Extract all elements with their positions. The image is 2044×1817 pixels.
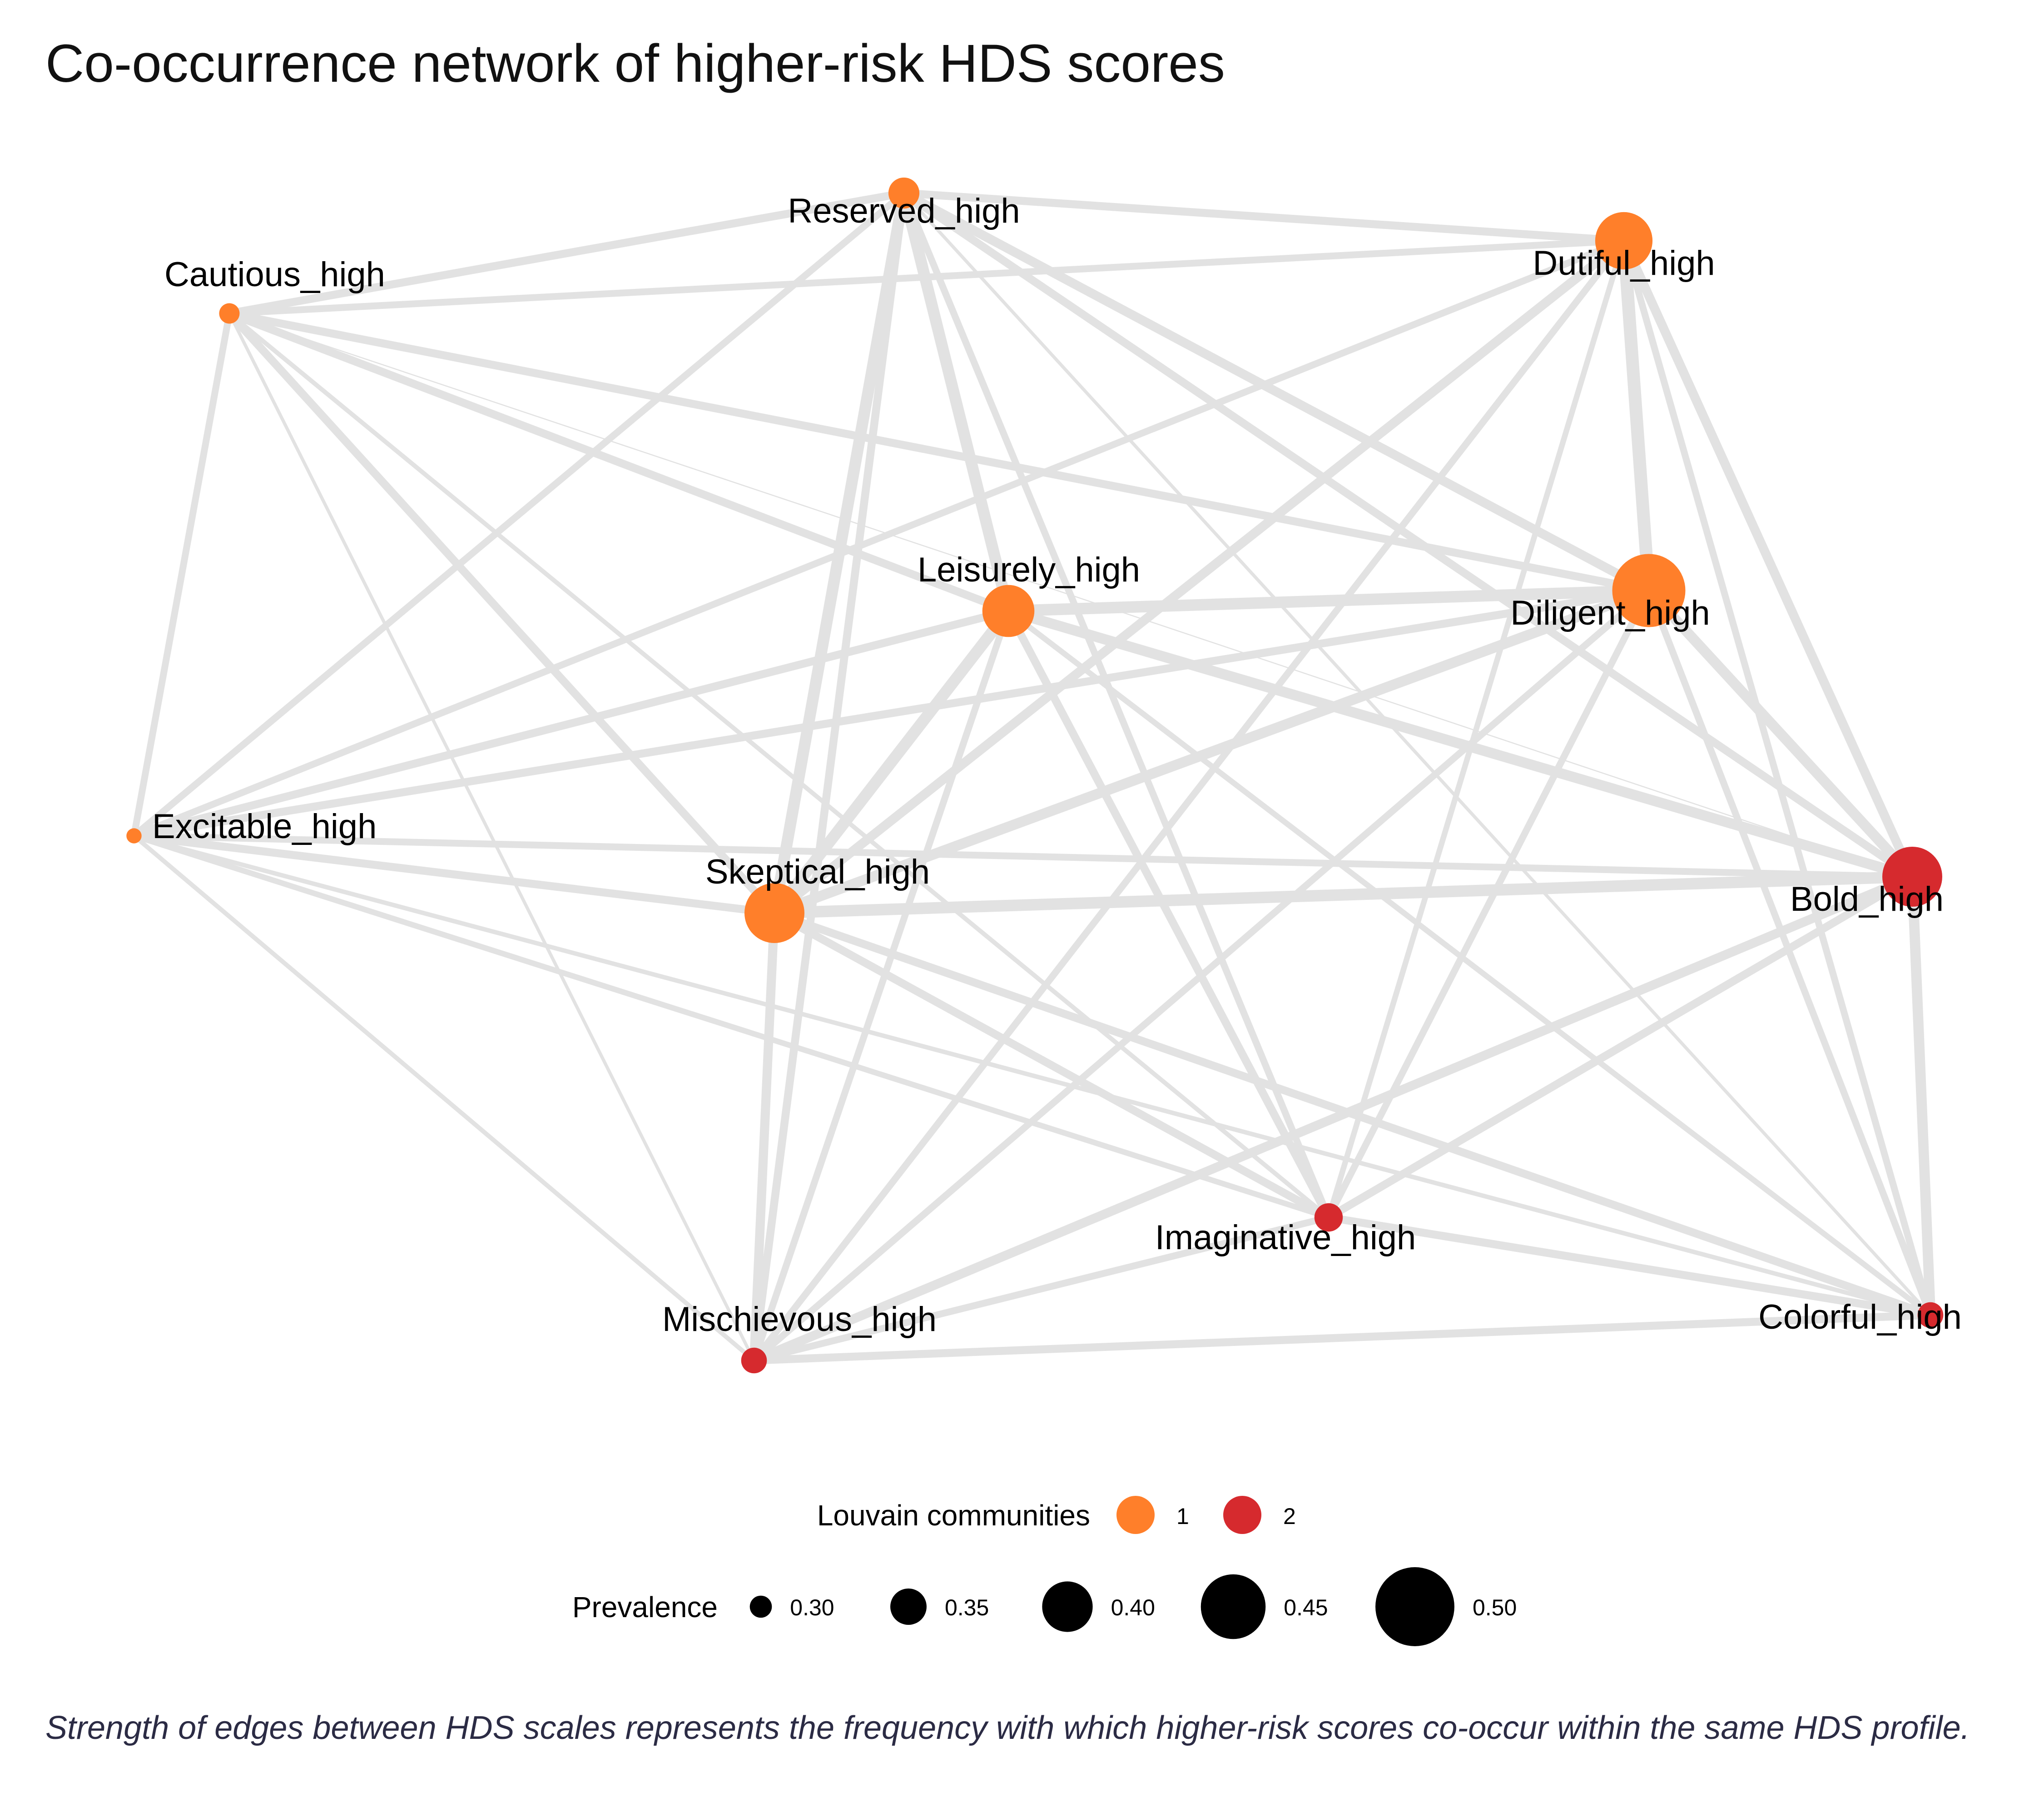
edge-Diligent_high-Imaginative_high	[1325, 587, 1652, 1221]
edge-Leisurely_high-Colorful_high	[1005, 608, 1934, 1318]
edge-Excitable_high-Skeptical_high	[130, 832, 779, 917]
legend-prevalence-label-0.45: 0.45	[1284, 1595, 1328, 1620]
edge-Leisurely_high-Imaginative_high	[1004, 607, 1333, 1221]
edge-Skeptical_high-Imaginative_high	[770, 909, 1333, 1221]
edge-Reserved_high-Cautious_high	[225, 189, 908, 318]
edge-Imaginative_high-Colorful_high	[1325, 1213, 1935, 1319]
node-label-Skeptical_high: Skeptical_high	[705, 853, 930, 891]
edge-Cautious_high-Skeptical_high	[225, 309, 779, 917]
edge-Reserved_high-Diligent_high	[899, 188, 1654, 596]
legend-prevalence-key-0.35	[890, 1589, 927, 1625]
node-label-Diligent_high: Diligent_high	[1510, 594, 1710, 632]
node-layer	[126, 177, 1944, 1374]
chart-caption: Strength of edges between HDS scales rep…	[45, 1710, 1970, 1746]
edge-Reserved_high-Imaginative_high	[900, 189, 1332, 1221]
edge-Diligent_high-Excitable_high	[130, 586, 1653, 840]
node-label-Dutiful_high: Dutiful_high	[1533, 244, 1715, 283]
node-label-Excitable_high: Excitable_high	[152, 807, 377, 846]
node-Diligent_high	[1612, 554, 1686, 627]
edge-Reserved_high-Bold_high	[900, 189, 1916, 881]
edge-Leisurely_high-Diligent_high	[1002, 585, 1655, 617]
edge-Bold_high-Mischievous_high	[749, 872, 1917, 1365]
node-Colorful_high	[1917, 1302, 1944, 1328]
edge-Cautious_high-Mischievous_high	[228, 312, 756, 1362]
edge-Excitable_high-Imaginative_high	[131, 833, 1332, 1221]
edge-Cautious_high-Bold_high	[228, 313, 1913, 878]
legend-prevalence-key-0.45	[1201, 1574, 1266, 1639]
edge-Dutiful_high-Mischievous_high	[750, 237, 1627, 1364]
edge-Cautious_high-Diligent_high	[225, 309, 1653, 595]
node-label-Mischievous_high: Mischievous_high	[662, 1300, 937, 1339]
node-Skeptical_high	[744, 883, 804, 943]
edge-Mischievous_high-Colorful_high	[750, 1311, 1935, 1365]
edge-Reserved_high-Excitable_high	[130, 189, 908, 839]
edge-Leisurely_high-Bold_high	[1003, 606, 1918, 882]
node-Mischievous_high	[741, 1347, 767, 1374]
node-Dutiful_high	[1595, 212, 1653, 270]
legend-prevalence-label-0.50: 0.50	[1473, 1595, 1517, 1620]
edge-layer	[130, 187, 1936, 1365]
edge-Diligent_high-Mischievous_high	[750, 587, 1652, 1364]
chart-title: Co-occurrence network of higher-risk HDS…	[45, 34, 1225, 94]
edge-Reserved_high-Mischievous_high	[750, 189, 908, 1365]
edge-Leisurely_high-Skeptical_high	[769, 605, 1014, 919]
legend-prevalence-key-0.50	[1375, 1567, 1454, 1646]
legend-community-title: Louvain communities	[817, 1499, 1090, 1532]
legend-community-label-2: 2	[1283, 1504, 1296, 1529]
legend-prevalence-label-0.35: 0.35	[945, 1595, 989, 1620]
node-Bold_high	[1882, 847, 1942, 907]
edge-Cautious_high-Imaginative_high	[227, 311, 1331, 1220]
legend-prevalence-title: Prevalence	[572, 1591, 718, 1623]
edge-Cautious_high-Excitable_high	[130, 310, 233, 839]
node-Reserved_high	[888, 177, 920, 209]
legend-prevalence-label-0.30: 0.30	[790, 1595, 834, 1620]
edge-Bold_high-Colorful_high	[1907, 871, 1936, 1321]
edge-Excitable_high-Mischievous_high	[132, 834, 756, 1363]
legend-community-key-1	[1116, 1496, 1155, 1534]
edge-Reserved_high-Colorful_high	[902, 191, 1932, 1317]
edge-Diligent_high-Bold_high	[1643, 585, 1918, 882]
node-label-Bold_high: Bold_high	[1790, 880, 1944, 918]
edge-Dutiful_high-Cautious_high	[226, 237, 1627, 317]
edge-Imaginative_high-Mischievous_high	[750, 1214, 1332, 1364]
edge-Diligent_high-Skeptical_high	[769, 585, 1654, 918]
legend: Louvain communities 1 2 Prevalence 0.30 0.35 0…	[572, 1496, 1517, 1646]
edge-Skeptical_high-Mischievous_high	[749, 908, 779, 1365]
node-label-Reserved_high: Reserved_high	[788, 192, 1020, 230]
edge-Leisurely_high-Mischievous_high	[750, 607, 1012, 1364]
edge-Dutiful_high-Excitable_high	[130, 237, 1627, 839]
edge-Bold_high-Imaginative_high	[1325, 873, 1916, 1221]
label-layer: Reserved_high Dutiful_high Cautious_high Le…	[152, 192, 1962, 1339]
node-Excitable_high	[126, 828, 142, 844]
edge-Leisurely_high-Excitable_high	[130, 607, 1012, 840]
node-label-Leisurely_high: Leisurely_high	[918, 551, 1140, 589]
edge-Cautious_high-Leisurely_high	[225, 309, 1012, 615]
node-label-Cautious_high: Cautious_high	[164, 255, 385, 294]
edge-Dutiful_high-Imaginative_high	[1325, 238, 1627, 1221]
node-Cautious_high	[219, 303, 240, 324]
edge-Skeptical_high-Bold_high	[769, 871, 1918, 919]
edge-Reserved_high-Leisurely_high	[898, 187, 1014, 617]
legend-community-key-2	[1223, 1496, 1261, 1534]
legend-prevalence-key-0.40	[1042, 1581, 1093, 1632]
node-label-Colorful_high: Colorful_high	[1758, 1298, 1962, 1336]
edge-Excitable_high-Colorful_high	[132, 834, 1933, 1317]
edge-Dutiful_high-Diligent_high	[1617, 234, 1655, 597]
edge-Dutiful_high-Skeptical_high	[769, 236, 1629, 918]
node-Leisurely_high	[982, 585, 1035, 637]
legend-prevalence-key-0.30	[749, 1595, 772, 1618]
edge-Dutiful_high-Colorful_high	[1620, 237, 1934, 1319]
node-Imaginative_high	[1314, 1203, 1343, 1232]
edge-Excitable_high-Bold_high	[130, 832, 1916, 880]
legend-community-label-1: 1	[1176, 1504, 1189, 1529]
legend-prevalence-label-0.40: 0.40	[1111, 1595, 1155, 1620]
edge-Dutiful_high-Bold_high	[1619, 236, 1917, 882]
node-label-Imaginative_high: Imaginative_high	[1155, 1218, 1416, 1257]
edge-Reserved_high-Dutiful_high	[900, 189, 1628, 245]
